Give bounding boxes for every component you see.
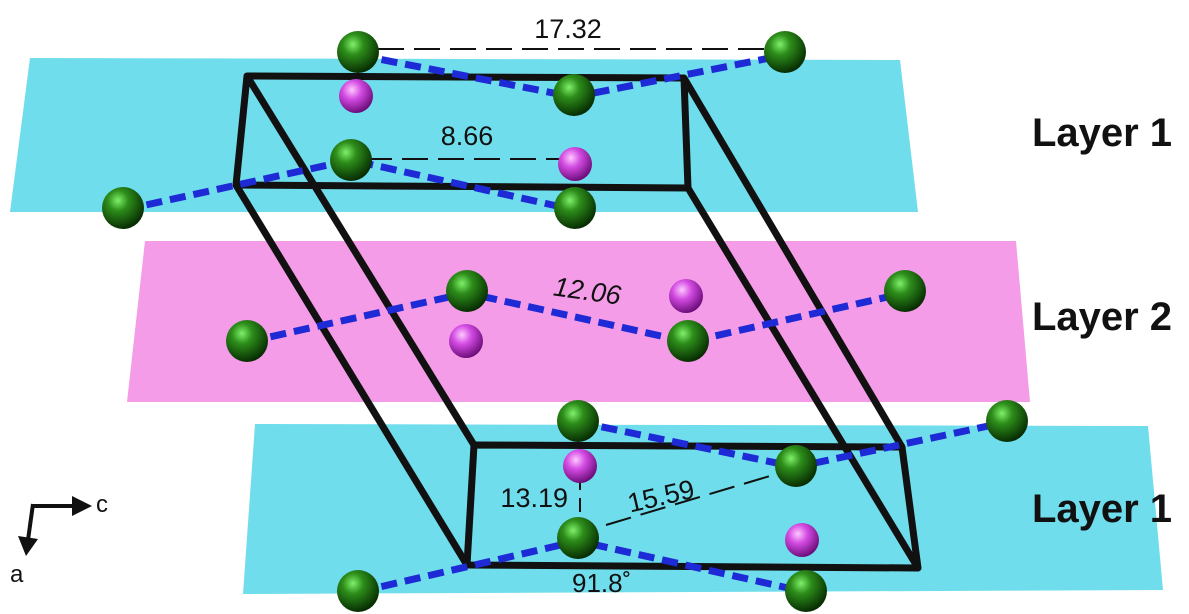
green-atom	[775, 445, 817, 487]
chain-middle	[246, 289, 906, 346]
magenta-atom	[785, 523, 819, 557]
green-atom	[553, 74, 595, 116]
axis-indicator: c a	[10, 491, 108, 588]
magenta-atom	[669, 279, 703, 313]
atoms	[102, 31, 1028, 612]
green-atom	[785, 570, 827, 612]
green-atom	[667, 320, 709, 362]
green-atom	[102, 187, 144, 229]
magenta-atom	[339, 79, 373, 113]
axis-a-arrowhead-icon	[18, 536, 38, 556]
unit-cell	[232, 72, 922, 572]
green-atom	[446, 270, 488, 312]
green-atom	[884, 270, 926, 312]
green-atom	[986, 400, 1028, 442]
green-atom	[764, 31, 806, 73]
measurements	[366, 48, 781, 526]
green-atom	[337, 570, 379, 612]
layer-label-top: Layer 1	[1032, 111, 1172, 155]
green-atom	[554, 187, 596, 229]
unit-cell-edge-2	[685, 186, 921, 570]
layer-label-middle: Layer 2	[1032, 295, 1172, 339]
axis-c-label: c	[96, 491, 108, 518]
magenta-atom	[558, 147, 592, 181]
axis-c-arrowhead-icon	[72, 496, 92, 516]
unit-cell-edge-4	[680, 76, 906, 449]
label-top-long: 17.32	[534, 14, 602, 44]
magenta-atom	[449, 324, 483, 358]
unit-cell-edge-3	[244, 74, 477, 447]
green-atom	[557, 400, 599, 442]
measure-bottom-diagonal	[605, 472, 781, 526]
label-angle: 91.8˚	[572, 568, 631, 598]
layer-label-bottom: Layer 1	[1032, 487, 1172, 531]
chain-top-2	[122, 156, 576, 214]
magenta-atom	[563, 449, 597, 483]
layer2-plane	[127, 241, 1030, 402]
label-top-short: 8.66	[441, 121, 494, 151]
green-atom	[337, 31, 379, 73]
green-atom	[330, 139, 372, 181]
green-atom	[226, 320, 268, 362]
label-bottom-vertical: 13.19	[500, 483, 568, 513]
green-atom	[557, 517, 599, 559]
unit-cell-edge-1	[233, 183, 470, 567]
axis-a-arrow	[26, 503, 35, 541]
axis-a-label: a	[10, 561, 24, 588]
